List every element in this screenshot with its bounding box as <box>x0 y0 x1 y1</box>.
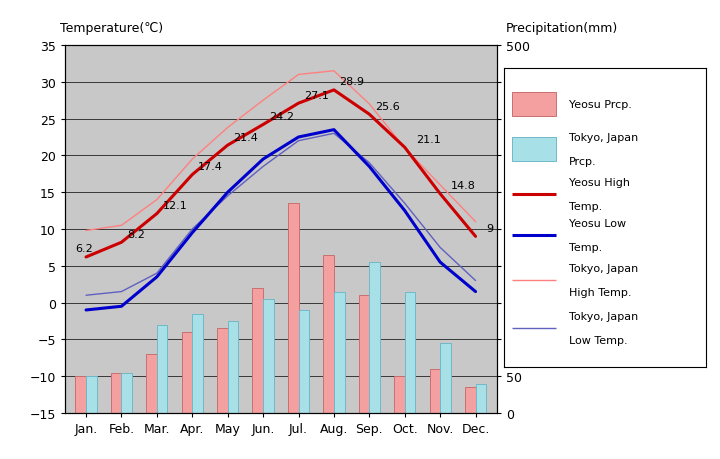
Bar <box>86 376 96 413</box>
Text: 17.4: 17.4 <box>198 162 222 172</box>
Bar <box>334 292 345 413</box>
Text: Tokyo, Japan: Tokyo, Japan <box>569 312 638 321</box>
Text: Yeosu High: Yeosu High <box>569 177 629 187</box>
Text: 12.1: 12.1 <box>163 201 187 211</box>
Bar <box>122 373 132 413</box>
Bar <box>359 296 369 413</box>
Text: Tokyo, Japan: Tokyo, Japan <box>569 133 638 142</box>
Text: 14.8: 14.8 <box>451 181 476 190</box>
Text: Temp.: Temp. <box>569 201 602 211</box>
Text: 8.2: 8.2 <box>127 229 145 239</box>
Text: High Temp.: High Temp. <box>569 288 631 297</box>
Bar <box>288 204 299 413</box>
Text: Temp.: Temp. <box>569 243 602 253</box>
Bar <box>299 310 309 413</box>
Text: 25.6: 25.6 <box>375 101 400 112</box>
Text: 28.9: 28.9 <box>339 77 364 87</box>
Bar <box>76 376 86 413</box>
Bar <box>228 321 238 413</box>
Text: 6.2: 6.2 <box>75 244 93 254</box>
Bar <box>440 343 451 413</box>
Bar <box>217 329 228 413</box>
Bar <box>181 332 192 413</box>
Bar <box>475 384 486 413</box>
Bar <box>323 255 334 413</box>
Text: 27.1: 27.1 <box>304 90 329 101</box>
Text: 21.4: 21.4 <box>233 132 258 142</box>
Bar <box>157 325 168 413</box>
Text: Precipitation(mm): Precipitation(mm) <box>505 22 618 35</box>
Text: Prcp.: Prcp. <box>569 157 596 166</box>
Bar <box>512 138 557 162</box>
Text: Yeosu Low: Yeosu Low <box>569 219 626 229</box>
Text: Yeosu Prcp.: Yeosu Prcp. <box>569 100 631 110</box>
Text: Temperature(℃): Temperature(℃) <box>60 22 163 35</box>
Text: 9: 9 <box>487 224 494 233</box>
Bar <box>146 354 157 413</box>
Bar <box>253 288 263 413</box>
Bar <box>430 369 440 413</box>
Bar <box>263 299 274 413</box>
Bar <box>405 292 415 413</box>
Bar <box>512 93 557 117</box>
Bar <box>394 376 405 413</box>
Bar <box>369 263 380 413</box>
Bar <box>192 314 203 413</box>
Text: 21.1: 21.1 <box>416 134 441 145</box>
Text: Low Temp.: Low Temp. <box>569 336 627 345</box>
Text: 24.2: 24.2 <box>269 112 294 122</box>
Text: Tokyo, Japan: Tokyo, Japan <box>569 264 638 274</box>
Bar <box>111 373 122 413</box>
Bar <box>465 387 475 413</box>
